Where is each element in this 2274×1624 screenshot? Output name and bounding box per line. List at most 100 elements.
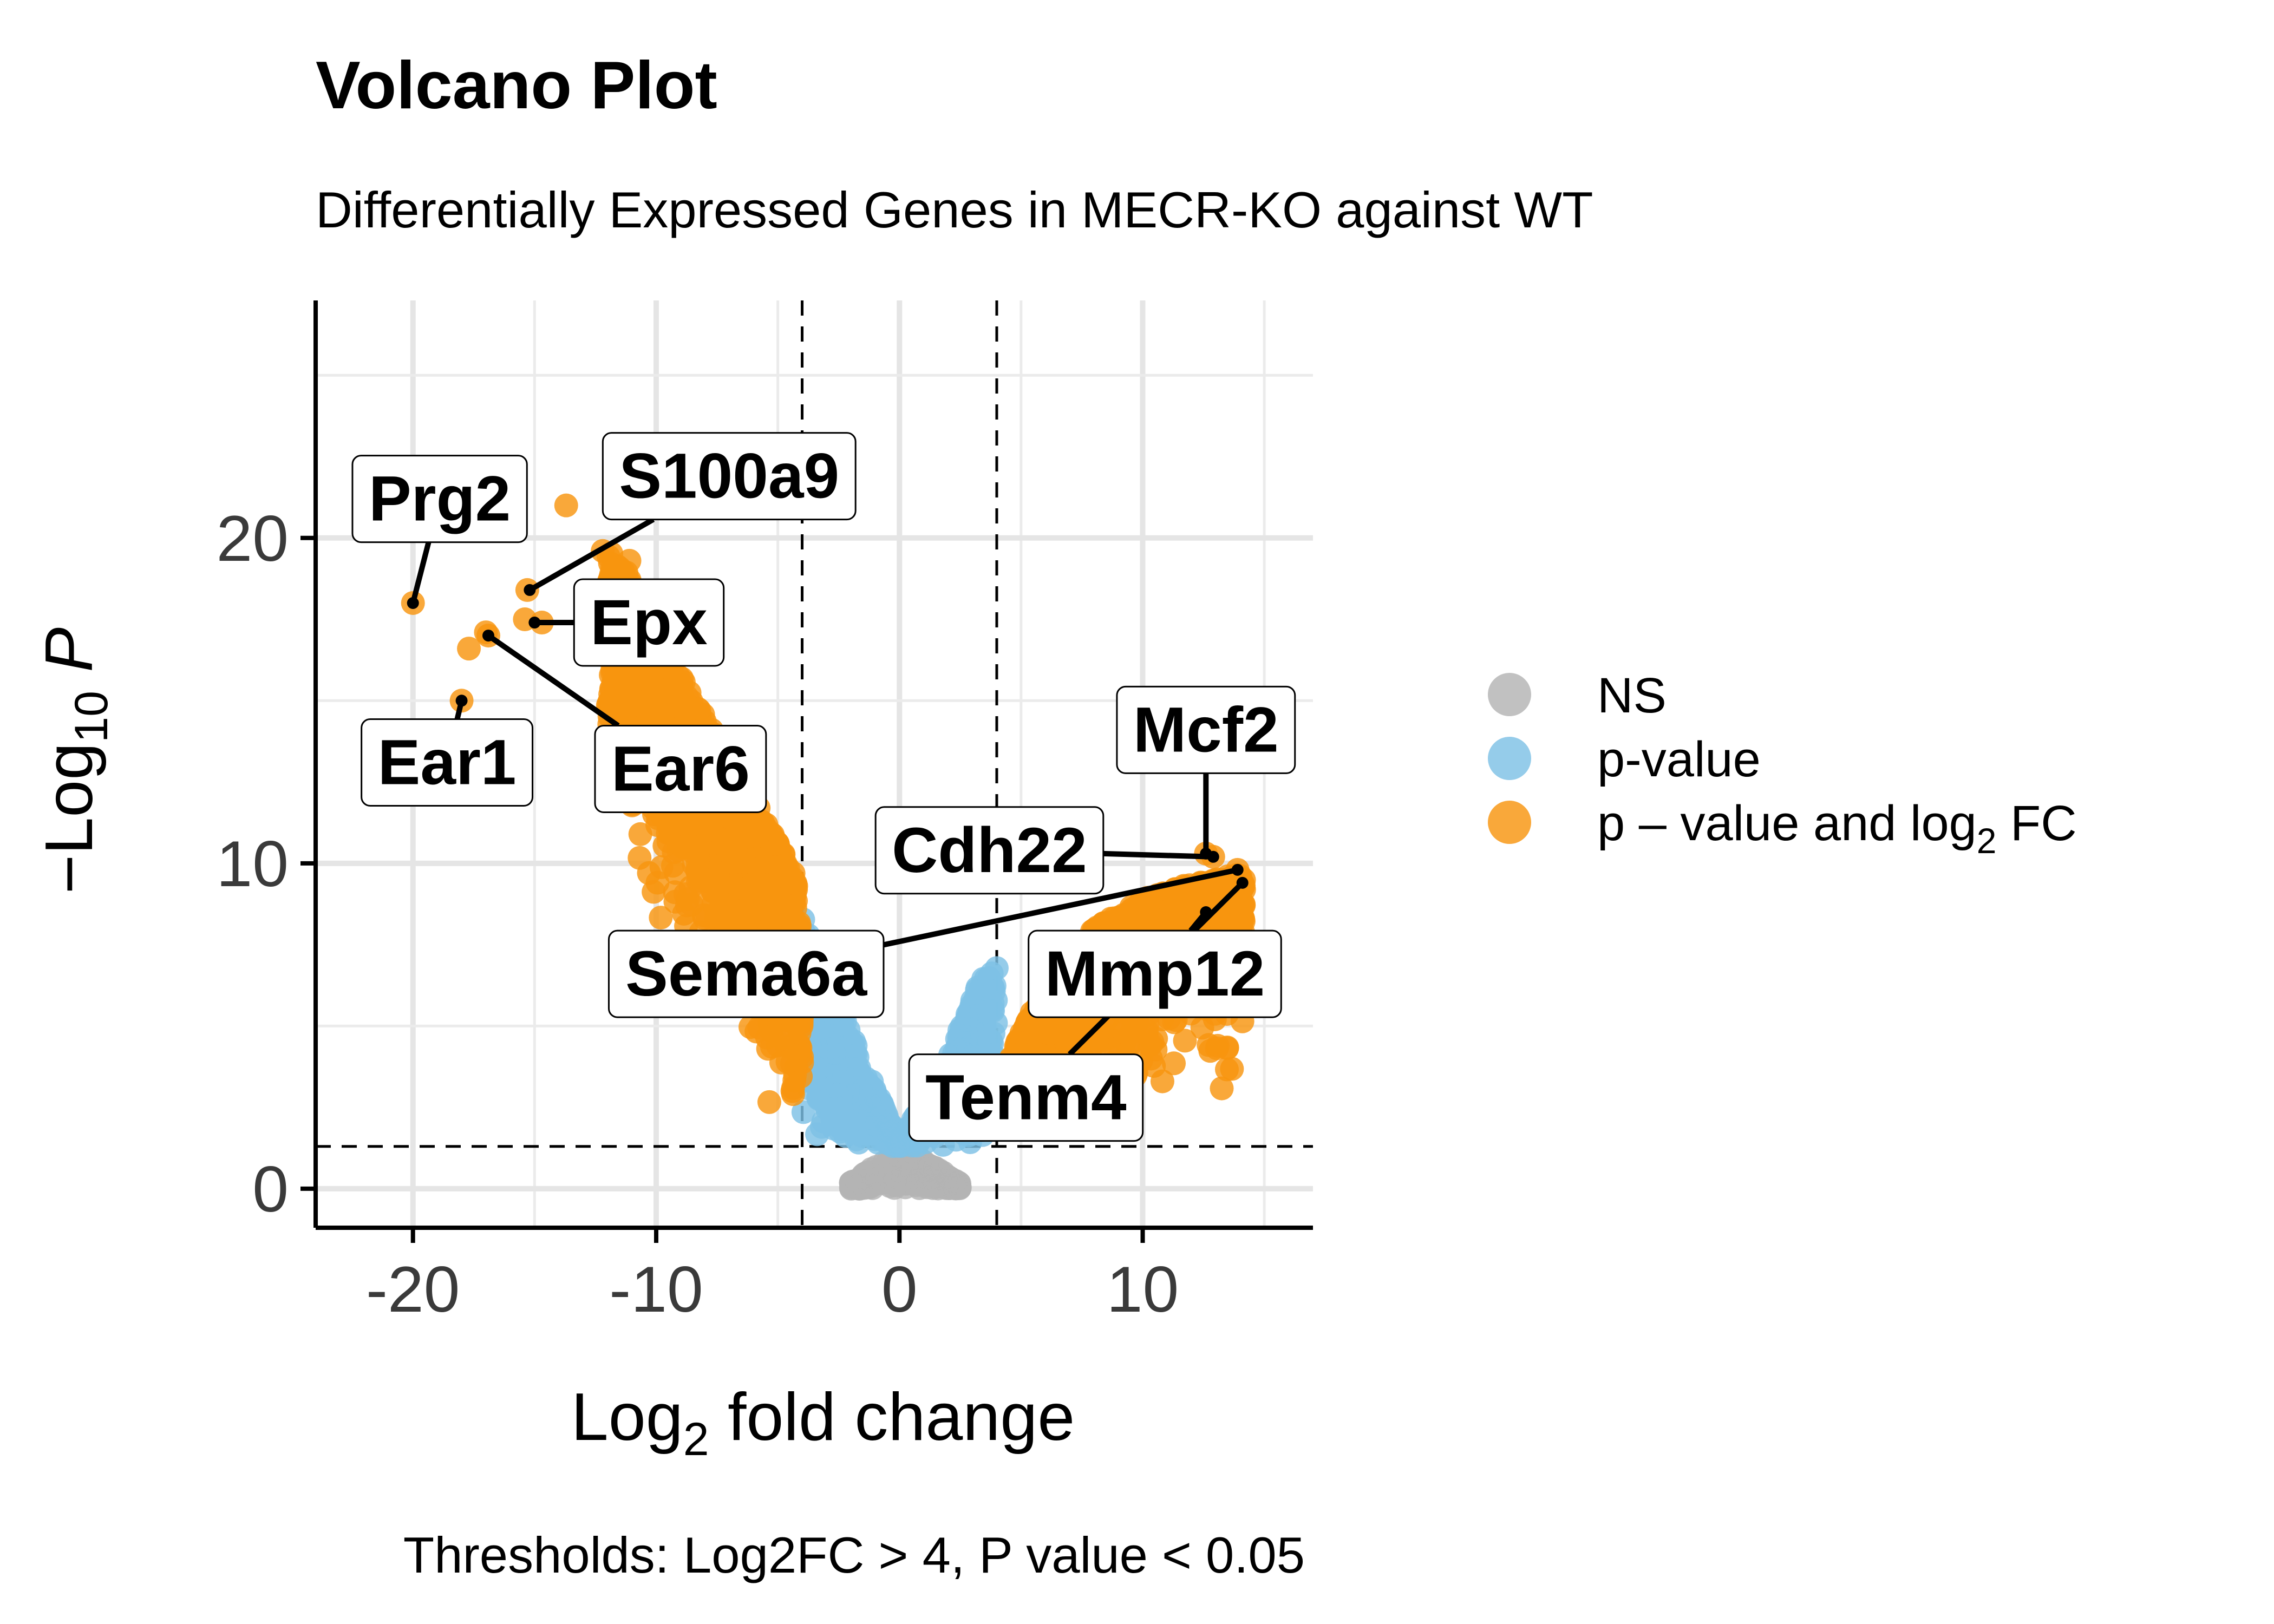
gene-label-text: Mmp12 (1045, 938, 1265, 1010)
point-both (668, 814, 692, 838)
point-both (617, 548, 642, 573)
point-both (690, 883, 715, 908)
point-both (660, 694, 684, 718)
gene-label-mmp12: Mmp12 (1028, 929, 1282, 1018)
point-pvalue (844, 1083, 868, 1108)
legend-label: p – value and log2 FC (1597, 796, 2077, 861)
gene-label-text: S100a9 (619, 441, 839, 512)
gene-point-ear6 (482, 630, 494, 642)
legend-label: p-value (1597, 732, 1761, 787)
legend-item-pvalue: p-value (1488, 732, 1761, 787)
x-axis-label-rest: fold change (709, 1380, 1075, 1455)
legend: NS p-value p – value and log2 FC (1488, 668, 2077, 861)
point-both (1198, 1039, 1223, 1063)
point-both (757, 1090, 781, 1114)
legend-label-rest: FC (1997, 796, 2077, 851)
point-both (649, 906, 673, 930)
chart-title: Volcano Plot (316, 48, 717, 123)
legend-label-main: NS (1597, 668, 1667, 723)
point-both (671, 835, 695, 859)
point-both (745, 824, 769, 848)
gene-point-epx (528, 617, 541, 629)
legend-label: NS (1597, 668, 1667, 723)
point-both (1143, 1037, 1168, 1062)
x-tick-label: 10 (1107, 1253, 1179, 1326)
point-pvalue (846, 1130, 871, 1155)
gene-label-ear1: Ear1 (361, 718, 534, 807)
point-both (633, 667, 657, 691)
threshold-lines (316, 300, 1313, 1228)
x-axis-label: Log2 fold change (571, 1380, 1075, 1465)
gene-label-text: Ear6 (611, 734, 750, 805)
gene-label-s100a9: S100a9 (602, 432, 857, 521)
point-both (1023, 1019, 1048, 1044)
point-ns (909, 1163, 933, 1188)
gene-label-text: Ear1 (378, 726, 517, 798)
point-ns (948, 1175, 972, 1200)
legend-label-main: p – value and log (1597, 796, 1977, 851)
point-ns (839, 1171, 863, 1195)
point-both (775, 1050, 800, 1074)
point-both (599, 663, 623, 687)
y-tick-label: 10 (217, 828, 289, 900)
gene-label-cdh22: Cdh22 (874, 806, 1105, 895)
gene-point-sema6a (1231, 863, 1244, 876)
point-pvalue (874, 1122, 898, 1147)
gene-label-text: Tenm4 (925, 1062, 1127, 1134)
y-axis-label: −Log10 P (32, 627, 117, 894)
point-both (780, 1079, 805, 1103)
gene-label-sema6a: Sema6a (607, 929, 885, 1018)
y-tick-label: 20 (217, 502, 289, 575)
point-both (554, 493, 578, 518)
legend-item-ns: NS (1488, 668, 1667, 723)
point-pvalue (971, 1030, 996, 1054)
x-tick-label: 0 (881, 1253, 918, 1326)
legend-label-main: p-value (1597, 732, 1761, 787)
x-axis-label-sub: 2 (683, 1413, 709, 1465)
point-both (637, 861, 661, 885)
gene-label-text: Cdh22 (892, 815, 1087, 886)
point-both (664, 861, 688, 885)
gene-label-prg2: Prg2 (351, 455, 528, 543)
y-axis-label-prefix: −Log (32, 743, 107, 894)
point-pvalue (845, 1045, 870, 1069)
gene-label-text: Mcf2 (1133, 694, 1279, 765)
chart-subtitle: Differentially Expressed Genes in MECR-K… (316, 181, 1593, 238)
chart-caption: Thresholds: Log2FC > 4, P value < 0.05 (403, 1527, 1305, 1583)
gene-label-text: Epx (590, 587, 707, 658)
gene-label-ear6: Ear6 (594, 725, 767, 814)
point-both (704, 903, 728, 927)
point-pvalue (811, 1109, 835, 1134)
y-axis-label-rest: P (32, 627, 107, 691)
legend-swatch (1488, 673, 1531, 716)
point-pvalue (947, 1025, 971, 1049)
gene-connector-cdh22 (1103, 850, 1213, 860)
gene-label-mcf2: Mcf2 (1116, 685, 1296, 774)
gene-label-epx: Epx (573, 578, 725, 667)
gene-point-tenm4 (1236, 876, 1249, 889)
point-both (1135, 896, 1160, 921)
point-both (787, 1020, 812, 1045)
x-axis-label-base: Log (571, 1380, 683, 1455)
point-pvalue (960, 988, 984, 1013)
y-axis-label-sub: 10 (66, 691, 117, 743)
legend-item-both: p – value and log2 FC (1488, 796, 2077, 861)
gene-point-prg2 (407, 597, 419, 609)
legend-label-sub: 2 (1977, 821, 1997, 861)
y-tick-label: 0 (252, 1153, 289, 1226)
point-both (1220, 1057, 1244, 1081)
legend-swatch (1488, 737, 1531, 780)
point-both (760, 899, 785, 923)
point-both (694, 815, 718, 840)
point-both (728, 849, 753, 874)
gene-point-ear1 (455, 695, 468, 707)
gene-point-s100a9 (524, 584, 536, 596)
gene-label-text: Sema6a (625, 938, 868, 1010)
gene-point-cdh22 (1207, 850, 1219, 863)
legend-swatch (1488, 801, 1531, 844)
point-ns (926, 1176, 950, 1201)
point-both (742, 883, 767, 907)
x-tick-label: -20 (366, 1253, 460, 1326)
x-tick-label: -10 (609, 1253, 703, 1326)
